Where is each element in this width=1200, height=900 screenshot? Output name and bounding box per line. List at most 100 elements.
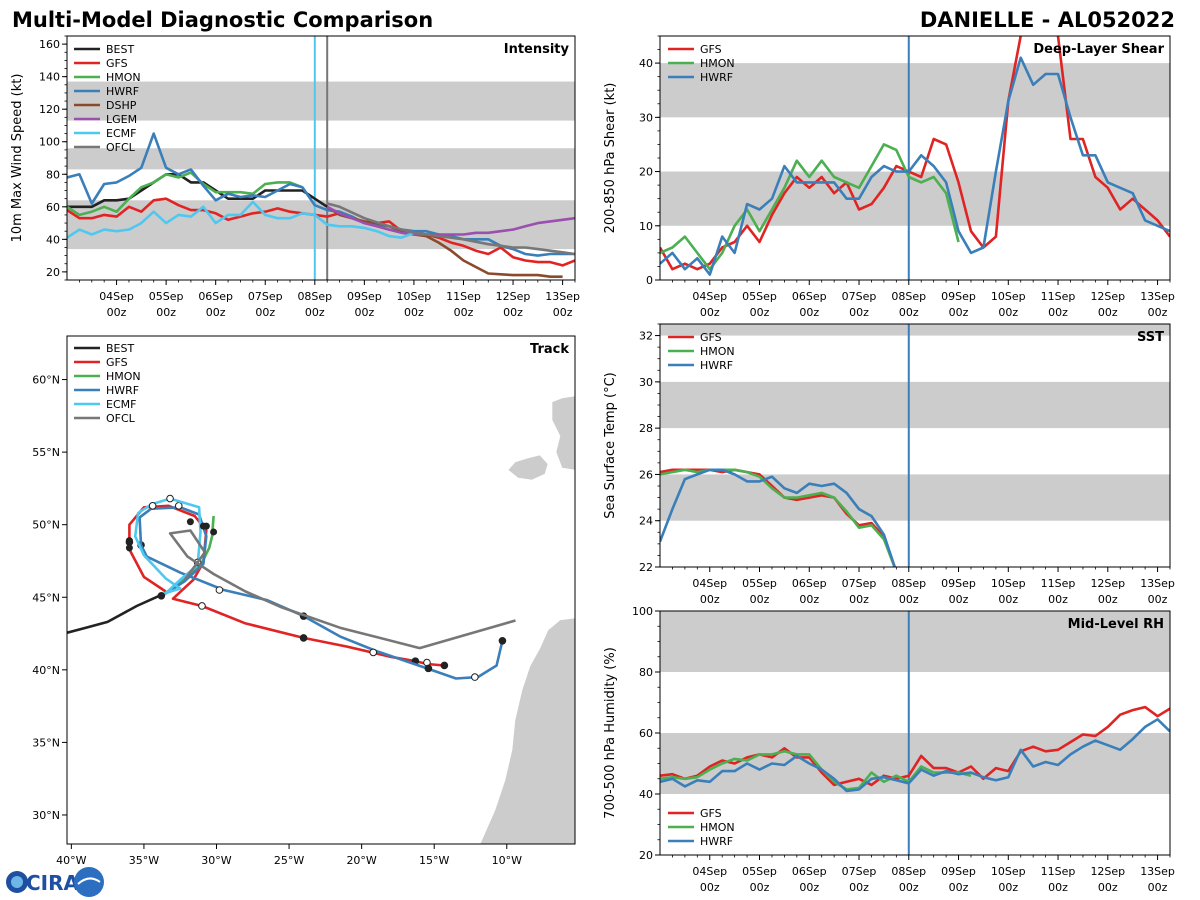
track-panel: 30°N 35°N 40°N 45°N 50°N 55°N 60°N 40°W 35°W 30°W…: [32, 335, 576, 867]
sst-xtick-hour-7: 00z: [1048, 593, 1068, 606]
rh-ytick-label-3: 80: [639, 666, 653, 679]
track-best-marker-0: [125, 544, 133, 552]
shear-xtick-hour-1: 00z: [750, 306, 770, 319]
rh-xtick-day-0: 04Sep: [692, 865, 727, 878]
rh-xtick-hour-0: 00z: [700, 881, 720, 894]
track-xtick-label-5: 15°W: [419, 854, 449, 867]
intensity-legend-label-best: BEST: [106, 43, 134, 56]
shear-ytick-label-1: 10: [639, 220, 653, 233]
track-xtick-label-3: 25°W: [274, 854, 304, 867]
sst-xtick-day-5: 09Sep: [941, 577, 976, 590]
sst-xtick-day-8: 12Sep: [1090, 577, 1125, 590]
intensity-band-1: [67, 148, 575, 170]
rh-xtick-hour-5: 00z: [949, 881, 969, 894]
intensity-legend-label-hwrf: HWRF: [106, 85, 139, 98]
shear-legend-label-gfs: GFS: [700, 43, 722, 56]
sst-legend-label-hmon: HMON: [700, 345, 735, 358]
rh-xtick-day-7: 11Sep: [1041, 865, 1076, 878]
sst-xtick-hour-5: 00z: [949, 593, 969, 606]
track-legend-label-ofcl: OFCL: [106, 412, 136, 425]
intensity-xtick-day-3: 07Sep: [248, 290, 283, 303]
rh-xtick-hour-8: 00z: [1098, 881, 1118, 894]
intensity-ytick-label-1: 40: [46, 233, 60, 246]
sst-xtick-hour-1: 00z: [750, 593, 770, 606]
land-ireland: [507, 454, 549, 481]
track-legend-label-ecmf: ECMF: [106, 398, 136, 411]
shear-panel: 0 10 20 30 40 04Sep 00z 05Sep 00z 06Sep 00z 07Sep 00…: [603, 35, 1175, 319]
logo-text: CIRA: [26, 871, 80, 895]
intensity-series-gfs: [67, 197, 575, 267]
intensity-series-lgem: [326, 205, 575, 236]
track-legend-label-gfs: GFS: [106, 356, 128, 369]
intensity-xtick-day-5: 09Sep: [347, 290, 382, 303]
sst-ytick-label-3: 28: [639, 422, 653, 435]
intensity-plot-content: [67, 36, 575, 280]
figure-title-right: DANIELLE - AL052022: [920, 8, 1175, 32]
sst-ytick-label-2: 26: [639, 468, 653, 481]
sst-xtick-hour-8: 00z: [1098, 593, 1118, 606]
intensity-xtick-hour-1: 00z: [156, 306, 176, 319]
shear-xtick-day-5: 09Sep: [941, 290, 976, 303]
shear-ytick-label-3: 30: [639, 111, 653, 124]
track-ytick-label-3: 45°N: [32, 591, 60, 604]
intensity-ytick-label-5: 120: [39, 103, 60, 116]
rh-title: Mid-Level RH: [1068, 617, 1164, 632]
track-best-marker-1: [125, 537, 133, 545]
track-plot-area: [67, 336, 575, 844]
intensity-xtick-day-6: 10Sep: [397, 290, 432, 303]
intensity-band-2: [67, 81, 575, 121]
sst-plot-content: [660, 324, 1170, 567]
track-ytick-label-6: 60°N: [32, 374, 60, 387]
sst-xtick-day-4: 08Sep: [891, 577, 926, 590]
shear-xtick-hour-4: 00z: [899, 306, 919, 319]
intensity-ytick-label-0: 20: [46, 266, 60, 279]
sst-ytick-label-0: 22: [639, 561, 653, 574]
intensity-series-dshp: [326, 205, 563, 279]
shear-xtick-hour-6: 00z: [998, 306, 1018, 319]
intensity-xtick-hour-8: 00z: [503, 306, 523, 319]
rh-xtick-hour-6: 00z: [998, 881, 1018, 894]
shear-legend-label-hwrf: HWRF: [700, 71, 733, 84]
intensity-panel: 20 40 60 80 100 120 140 160 04Sep 00z 05Sep 00z 06Se…: [10, 35, 580, 319]
track-ytick-label-0: 30°N: [32, 809, 60, 822]
track-gfs-marker-6: [440, 661, 449, 670]
rh-ytick-label-4: 100: [632, 605, 653, 618]
track-gfs-marker-3: [299, 634, 308, 642]
shear-xtick-hour-9: 00z: [1148, 306, 1168, 319]
land-great-britain: [551, 395, 575, 471]
sst-legend-label-gfs: GFS: [700, 331, 722, 344]
track-ecmf-marker-3: [157, 592, 166, 600]
rh-xtick-day-9: 13Sep: [1140, 865, 1175, 878]
track-ecmf-marker-1: [148, 502, 157, 510]
rh-ytick-label-2: 60: [639, 727, 653, 740]
intensity-xtick-day-7: 11Sep: [446, 290, 481, 303]
rh-xtick-day-5: 09Sep: [941, 865, 976, 878]
sst-band-1: [660, 381, 1170, 429]
shear-plot-content: [660, 36, 1170, 280]
rh-xtick-day-8: 12Sep: [1090, 865, 1125, 878]
sst-xtick-hour-3: 00z: [849, 593, 869, 606]
track-hwrf-marker-6: [498, 637, 507, 645]
rh-xtick-day-4: 08Sep: [891, 865, 926, 878]
sst-series-hwrf: [660, 468, 897, 567]
rh-series-gfs: [660, 705, 1170, 787]
track-legend-label-hmon: HMON: [106, 370, 141, 383]
track-xtick-label-4: 20°W: [346, 854, 376, 867]
track-xtick-label-1: 35°W: [129, 854, 159, 867]
shear-xtick-hour-0: 00z: [700, 306, 720, 319]
shear-xtick-day-9: 13Sep: [1140, 290, 1175, 303]
swirl-icon: [77, 877, 101, 885]
rh-legend-label-hmon: HMON: [700, 821, 735, 834]
shear-xtick-day-4: 08Sep: [891, 290, 926, 303]
sst-panel: 22 24 26 28 30 32 04Sep 00z 05Sep 00z 06Sep 00z 07Se…: [603, 323, 1175, 606]
track-frame: [66, 335, 576, 845]
sst-legend-label-hwrf: HWRF: [700, 359, 733, 372]
intensity-xtick-hour-2: 00z: [206, 306, 226, 319]
shear-xtick-day-8: 12Sep: [1090, 290, 1125, 303]
intensity-title: Intensity: [504, 42, 570, 57]
rh-xtick-hour-3: 00z: [849, 881, 869, 894]
sst-frame: [659, 323, 1171, 568]
shear-legend-label-hmon: HMON: [700, 57, 735, 70]
shear-xtick-day-0: 04Sep: [692, 290, 727, 303]
sst-xtick-day-1: 05Sep: [742, 577, 777, 590]
